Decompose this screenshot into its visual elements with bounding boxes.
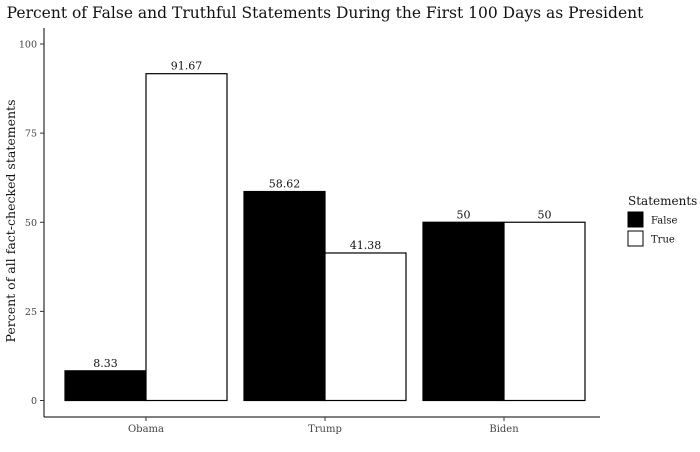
axes: 0 25 50 75 100 Obama Trump Biden [19, 28, 600, 435]
data-label: 50 [538, 208, 552, 221]
data-label: 50 [457, 208, 471, 221]
data-label: 41.38 [350, 239, 382, 252]
bar-false-trump [243, 190, 326, 402]
legend: Statements False True [627, 194, 697, 247]
bar-true-trump [324, 252, 407, 402]
bar-true-biden [503, 221, 586, 402]
legend-label-false: False [651, 216, 678, 227]
y-tick-label: 100 [19, 40, 37, 51]
chart-title: Percent of False and Truthful Statements… [7, 4, 644, 22]
bar-true-obama [145, 73, 228, 402]
bar-false-biden [422, 221, 505, 402]
y-tick-label: 50 [25, 218, 37, 229]
legend-label-true: True [651, 235, 675, 246]
x-tick-label: Biden [489, 424, 519, 435]
legend-title: Statements [628, 194, 697, 208]
y-tick-label: 0 [31, 396, 37, 407]
data-label: 8.33 [93, 357, 118, 370]
legend-swatch-true [627, 230, 644, 247]
x-tick-label: Trump [308, 424, 342, 435]
x-tick-label: Obama [128, 424, 164, 435]
bar-false-obama [64, 370, 147, 402]
y-axis-label: Percent of all fact-checked statements [3, 100, 18, 343]
data-label: 58.62 [269, 178, 301, 191]
y-tick-label: 75 [25, 129, 37, 140]
legend-swatch-false [627, 211, 644, 228]
bars: 8.33 91.67 58.62 41.38 50 50 [64, 60, 586, 402]
y-tick-label: 25 [25, 307, 37, 318]
data-label: 91.67 [171, 60, 203, 73]
